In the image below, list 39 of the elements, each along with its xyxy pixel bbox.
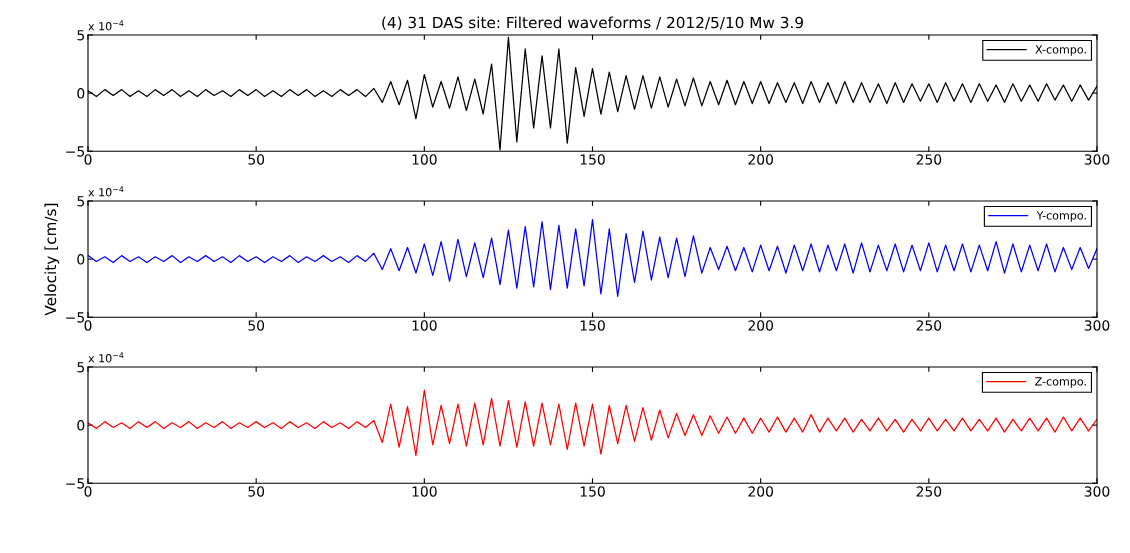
x-tick-label: 50 [248,154,265,165]
x-tick-label: 50 [248,486,265,497]
x-tick-label: 0 [84,154,92,165]
chart-title: (4) 31 DAS site: Filtered waveforms / 2012/5/10 Mw 3.9 [382,16,803,31]
text: x 10$^{−4}$ [88,186,124,197]
x-tick-label: 150 [580,486,605,497]
x-tick-label: 200 [748,486,773,497]
y-tick-label: 0 [77,88,85,99]
y-tick-label: 0 [77,254,85,265]
line-series [88,389,1097,456]
x-tick-label: 100 [412,486,437,497]
y-tick-label: 5 [77,196,85,207]
y-axis-title: Velocity [cm/s] [44,203,60,316]
x-tick-label: 250 [916,320,942,331]
x-tick-label: 100 [412,320,437,331]
x-tick-label: 0 [84,320,92,331]
x-tick-label: 300 [1084,154,1110,165]
x-tick-label: 50 [248,320,265,331]
text: x 10$^{−4}$ [88,352,124,363]
legend-label: X-compo. [1035,45,1086,56]
x-tick-label: 200 [748,320,773,331]
y-tick-label: 0 [77,420,85,431]
text: x 10$^{−4}$ [88,20,124,31]
legend-label: Y-compo. [1036,211,1086,222]
y-tick-label: 5 [77,30,85,41]
x-tick-label: 150 [580,320,605,331]
x-tick-label: 300 [1084,320,1110,331]
x-tick-label: 0 [84,486,92,497]
x-tick-label: 100 [412,154,437,165]
y-tick-label: −5 [66,312,85,323]
x-tick-label: 300 [1084,486,1110,497]
legend-label: Z-compo. [1035,377,1086,388]
y-tick-label: −5 [66,478,85,489]
x-tick-label: 150 [580,154,605,165]
x-tick-label: 250 [916,486,942,497]
y-tick-label: 5 [77,362,85,373]
x-tick-label: 200 [748,154,773,165]
x-tick-label: 250 [916,154,942,165]
y-tick-label: −5 [66,146,85,157]
